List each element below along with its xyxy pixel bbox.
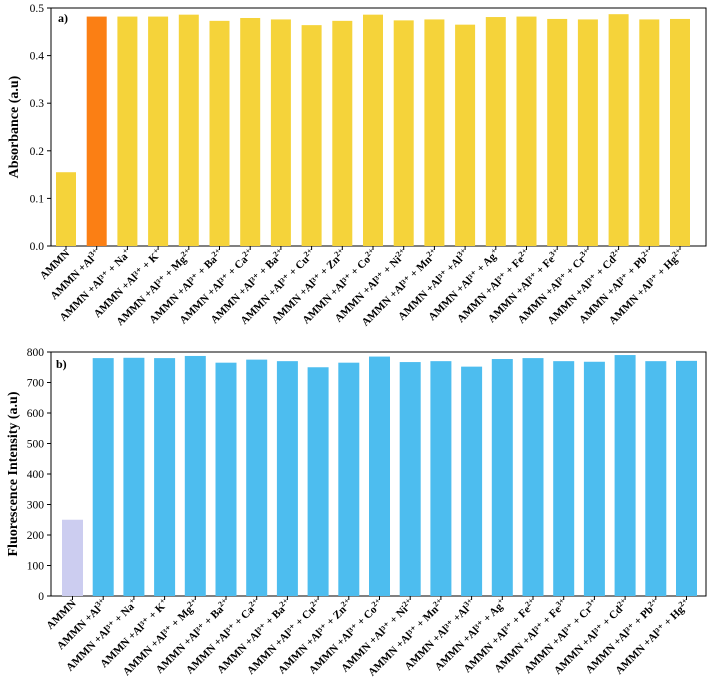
bar-14 (455, 24, 476, 246)
y-tick-label: 0.0 (30, 241, 45, 253)
bar-3 (117, 16, 138, 247)
y-tick-label: 600 (27, 408, 45, 420)
bar-8 (276, 361, 298, 596)
bar-7 (240, 17, 261, 246)
panel-b: b) Fluorescence Intensity (a.u) 0 100 200 3… (6, 347, 707, 679)
bar-18 (577, 19, 598, 247)
bar-18 (583, 361, 605, 596)
bar-6 (209, 20, 230, 246)
y-axis-title-b: Fluorescence Intensity (a.u) (6, 391, 21, 556)
panel-label-a: a) (58, 11, 68, 25)
y-tick-label: 400 (27, 469, 45, 481)
category-label-charge: + (120, 246, 130, 256)
bar-21 (676, 360, 697, 596)
category-label-charge: + (158, 596, 168, 606)
bar-2 (92, 358, 114, 596)
bar-20 (645, 361, 667, 596)
bar-16 (516, 16, 537, 247)
bar-6 (215, 362, 237, 596)
y-ticks-b: 0 100 200 300 400 500 600 700 800 (27, 347, 51, 603)
category-label-charge: + (127, 596, 137, 606)
bar-7 (246, 359, 268, 596)
category-label-charge: + (489, 246, 499, 256)
bars-b (62, 355, 697, 600)
bar-19 (608, 14, 629, 246)
y-tick-label: 0.1 (30, 193, 45, 205)
bar-9 (307, 367, 329, 596)
bar-2 (86, 16, 107, 247)
bar-5 (184, 355, 206, 596)
bar-11 (369, 356, 390, 596)
bar-4 (148, 16, 169, 247)
y-ticks-a: 0.0 0.1 0.2 0.3 0.4 0.5 (30, 3, 51, 253)
category-label-charge: + (151, 246, 161, 256)
bars-a (56, 14, 690, 250)
bar-14 (461, 366, 483, 596)
y-tick-label: 300 (27, 500, 45, 512)
bar-5 (178, 14, 199, 246)
bar-13 (430, 361, 452, 596)
bar-1 (62, 519, 83, 596)
bar-3 (123, 357, 145, 596)
y-tick-label: 0.4 (30, 51, 45, 63)
y-tick-label: 0.3 (30, 98, 45, 110)
bar-15 (485, 17, 506, 246)
panel-a: a) Absorbance (a.u) 0.0 0.1 0.2 0.3 0.4 0.5 A… (7, 3, 707, 329)
category-label-charge: + (495, 596, 505, 606)
bar-16 (522, 358, 544, 596)
y-tick-label: 700 (27, 378, 45, 390)
y-tick-label: 800 (27, 347, 45, 359)
bar-8 (270, 19, 291, 247)
y-tick-label: 500 (27, 439, 45, 451)
bar-4 (154, 358, 176, 596)
bar-12 (393, 20, 414, 246)
y-tick-label: 0.5 (30, 3, 45, 15)
y-tick-label: 0 (38, 591, 44, 603)
bar-12 (399, 362, 421, 596)
bar-10 (332, 20, 353, 246)
bar-9 (301, 25, 322, 246)
bar-19 (614, 355, 636, 596)
bar-20 (639, 19, 660, 247)
bar-10 (338, 362, 360, 596)
bar-17 (547, 18, 568, 247)
y-tick-label: 200 (27, 530, 45, 542)
panel-label-b: b) (56, 357, 67, 371)
y-axis-title-a: Absorbance (a.u) (7, 75, 22, 178)
bar-1 (56, 172, 76, 246)
bar-13 (424, 19, 445, 247)
bar-11 (363, 14, 383, 246)
bar-17 (553, 361, 575, 596)
y-tick-label: 100 (27, 561, 45, 573)
bar-15 (491, 359, 513, 596)
bar-21 (670, 18, 690, 247)
y-tick-label: 0.2 (30, 146, 45, 158)
